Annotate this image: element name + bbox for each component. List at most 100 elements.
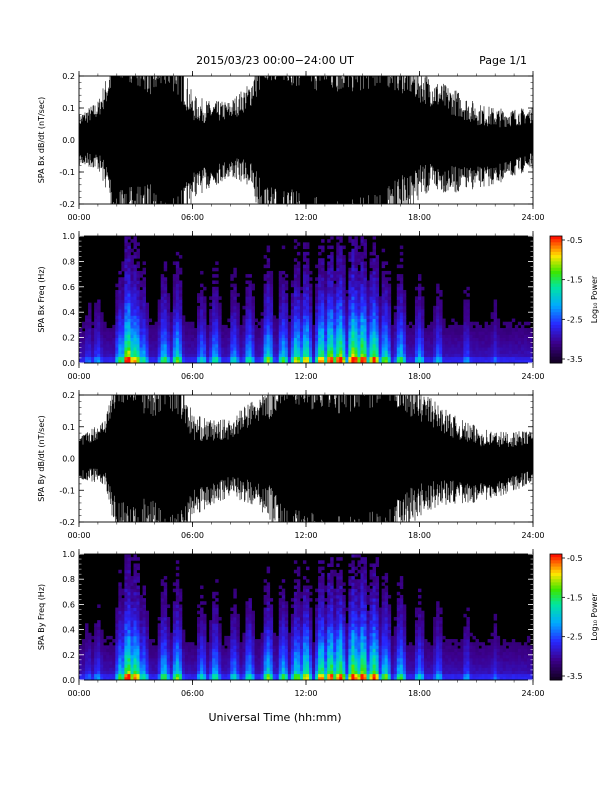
spectrogram-cell bbox=[260, 648, 265, 653]
spectrogram-cell bbox=[284, 305, 289, 310]
spectrogram-cell bbox=[236, 302, 240, 307]
spectrogram-cell bbox=[118, 331, 122, 335]
spectrogram-cell bbox=[130, 258, 134, 262]
spectrogram-cell bbox=[293, 274, 298, 278]
spectrogram-cell bbox=[178, 654, 183, 659]
spectrogram-cell bbox=[245, 629, 249, 634]
spectrogram-cell bbox=[445, 353, 449, 358]
spectrogram-cell bbox=[172, 648, 177, 653]
spectrogram-cell bbox=[160, 604, 165, 608]
spectrogram-cell bbox=[251, 328, 255, 332]
spectrogram-cell bbox=[514, 324, 519, 329]
spectrogram-cell bbox=[266, 258, 271, 262]
spectrogram-cell bbox=[178, 331, 183, 335]
spectrogram-cell bbox=[112, 340, 116, 345]
spectrogram-cell bbox=[375, 321, 380, 326]
spectrogram-cell bbox=[299, 350, 304, 354]
spectrogram-cell bbox=[230, 309, 234, 313]
spectrogram-cell bbox=[133, 305, 137, 310]
spectrogram-cell bbox=[490, 328, 495, 332]
spectrogram-cell bbox=[169, 340, 174, 345]
spectrogram-cell bbox=[266, 629, 271, 634]
spectrogram-cell bbox=[215, 309, 219, 313]
spectrogram-cell bbox=[169, 334, 174, 338]
spectrogram-cell bbox=[402, 289, 407, 294]
spectrogram-cell bbox=[130, 347, 134, 351]
spectrogram-cell bbox=[421, 305, 425, 310]
spectrogram-cell bbox=[466, 309, 470, 313]
spectrogram-cell bbox=[175, 661, 180, 665]
spectrogram-cell bbox=[212, 610, 216, 615]
spectrogram-cell bbox=[260, 635, 265, 640]
spectrogram-cell bbox=[230, 676, 234, 681]
spectrogram-cell bbox=[324, 334, 328, 338]
spectrogram-cell bbox=[460, 340, 464, 345]
spectrogram-cell bbox=[330, 258, 334, 262]
spectrogram-cell bbox=[97, 350, 101, 354]
spectrogram-cell bbox=[360, 356, 364, 361]
spectrogram-cell bbox=[309, 337, 313, 342]
spectrogram-cell bbox=[260, 664, 265, 668]
spectrogram-cell bbox=[309, 312, 313, 316]
spectrogram-cell bbox=[190, 645, 195, 649]
spectrogram-cell bbox=[269, 331, 274, 335]
spectrogram-cell bbox=[172, 318, 177, 323]
spectrogram-cell bbox=[430, 337, 434, 342]
spectrogram-cell bbox=[402, 309, 407, 313]
spectrogram-cell bbox=[236, 343, 240, 348]
spectrogram-cell bbox=[142, 670, 146, 675]
spectrogram-cell bbox=[269, 321, 274, 326]
spectrogram-cell bbox=[127, 617, 131, 621]
spectrogram-cell bbox=[439, 312, 443, 316]
spectrogram-cell bbox=[281, 245, 286, 250]
spectrogram-cell bbox=[175, 639, 180, 643]
spectrogram-cell bbox=[209, 318, 213, 323]
spectrogram-cell bbox=[351, 321, 355, 326]
colorbar-segment bbox=[550, 255, 562, 259]
spectrogram-cell bbox=[381, 328, 386, 332]
spectrogram-cell bbox=[254, 337, 258, 342]
spectrogram-cell bbox=[178, 280, 183, 285]
spectrogram-cell bbox=[306, 264, 310, 269]
spectrogram-cell bbox=[293, 270, 298, 275]
spectrogram-cell bbox=[94, 667, 98, 671]
spectrogram-cell bbox=[511, 353, 516, 358]
spectrogram-cell bbox=[133, 664, 137, 668]
spectrogram-cell bbox=[130, 670, 134, 675]
spectrogram-cell bbox=[336, 248, 340, 253]
spectrogram-cell bbox=[151, 347, 156, 351]
spectrogram-cell bbox=[369, 270, 373, 275]
spectrogram-cell bbox=[160, 293, 165, 297]
spectrogram-cell bbox=[484, 347, 488, 351]
spectrogram-cell bbox=[166, 661, 171, 665]
spectrogram-cell bbox=[124, 601, 128, 605]
spectrogram-cell bbox=[399, 356, 404, 361]
spectrogram-cell bbox=[121, 667, 125, 671]
spectrogram-cell bbox=[127, 356, 131, 361]
spectrogram-cell bbox=[424, 347, 428, 351]
spectrogram-cell bbox=[142, 350, 146, 354]
spectrogram-cell bbox=[399, 280, 404, 285]
spectrogram-cell bbox=[127, 604, 131, 608]
spectrogram-cell bbox=[387, 331, 392, 335]
spectrogram-cell bbox=[330, 255, 334, 259]
spectrogram-cell bbox=[345, 324, 349, 329]
spectrogram-cell bbox=[221, 648, 225, 653]
spectrogram-cell bbox=[427, 324, 431, 329]
spectrogram-cell bbox=[230, 312, 234, 316]
spectrogram-cell bbox=[333, 318, 337, 323]
spectrogram-cell bbox=[302, 309, 307, 313]
spectrogram-cell bbox=[263, 648, 268, 653]
spectrogram-cell bbox=[354, 321, 358, 326]
spectrogram-cell bbox=[139, 334, 143, 338]
spectrogram-cell bbox=[257, 350, 261, 354]
spectrogram-cell bbox=[345, 296, 349, 300]
spectrogram-cell bbox=[324, 318, 328, 323]
spectrogram-cell bbox=[342, 299, 346, 304]
spectrogram-cell bbox=[433, 340, 437, 345]
spectrogram-cell bbox=[375, 289, 380, 294]
spectrogram-cell bbox=[124, 264, 128, 269]
spectrogram-cell bbox=[369, 293, 373, 297]
spectrogram-cell bbox=[263, 667, 268, 671]
spectrogram-cell bbox=[157, 639, 162, 643]
